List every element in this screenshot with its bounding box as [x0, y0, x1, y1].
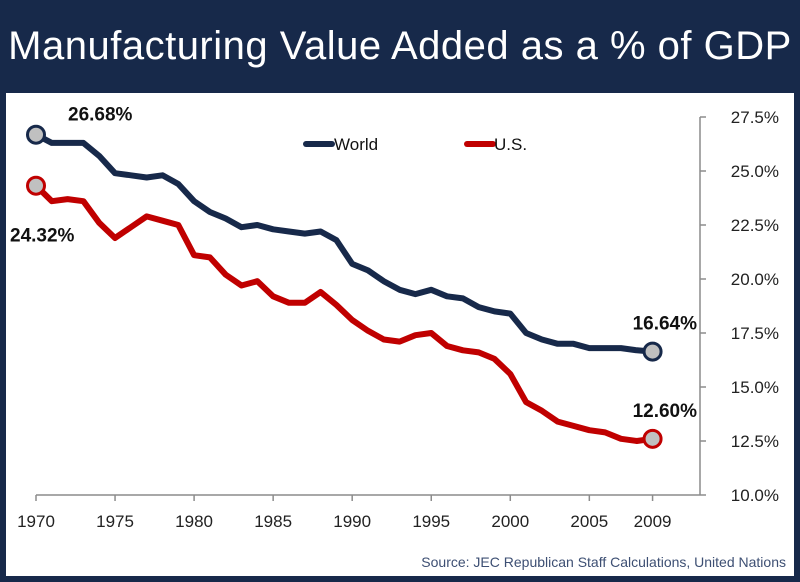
point-marker-us-end — [642, 428, 663, 449]
x-tick-label: 1990 — [333, 512, 371, 531]
data-label-world-end: 16.64% — [633, 314, 698, 335]
x-tick-label: 2009 — [634, 512, 672, 531]
chart-title: Manufacturing Value Added as a % of GDP — [0, 0, 800, 93]
x-tick-label: 1995 — [412, 512, 450, 531]
data-label-us-end: 12.60% — [633, 401, 698, 422]
series-line-world — [33, 131, 656, 355]
y-tick-label: 10.0% — [731, 486, 779, 505]
x-tick-label: 2005 — [570, 512, 608, 531]
x-tick-label: 1985 — [254, 512, 292, 531]
x-tick-label: 2000 — [491, 512, 529, 531]
x-tick-label: 1980 — [175, 512, 213, 531]
y-tick-label: 27.5% — [731, 108, 779, 127]
chart-frame — [0, 93, 800, 582]
y-tick-label: 20.0% — [731, 270, 779, 289]
y-tick-label: 22.5% — [731, 216, 779, 235]
data-label-world-start: 26.68% — [68, 105, 133, 126]
legend-label-world: World — [334, 135, 378, 154]
data-label-us-start: 24.32% — [10, 226, 75, 247]
y-tick-label: 17.5% — [731, 324, 779, 343]
point-marker-world-start — [26, 124, 46, 145]
legend-label-us: U.S. — [494, 135, 527, 154]
source-note: Source: JEC Republican Staff Calculation… — [421, 554, 786, 570]
point-marker-us-start — [26, 175, 46, 196]
point-marker-world-end — [642, 341, 663, 362]
x-tick-label: 1970 — [17, 512, 55, 531]
x-tick-label: 1975 — [96, 512, 134, 531]
y-tick-label: 15.0% — [731, 378, 779, 397]
series-line-us — [33, 182, 656, 444]
y-tick-label: 12.5% — [731, 432, 779, 451]
y-tick-label: 25.0% — [731, 162, 779, 181]
